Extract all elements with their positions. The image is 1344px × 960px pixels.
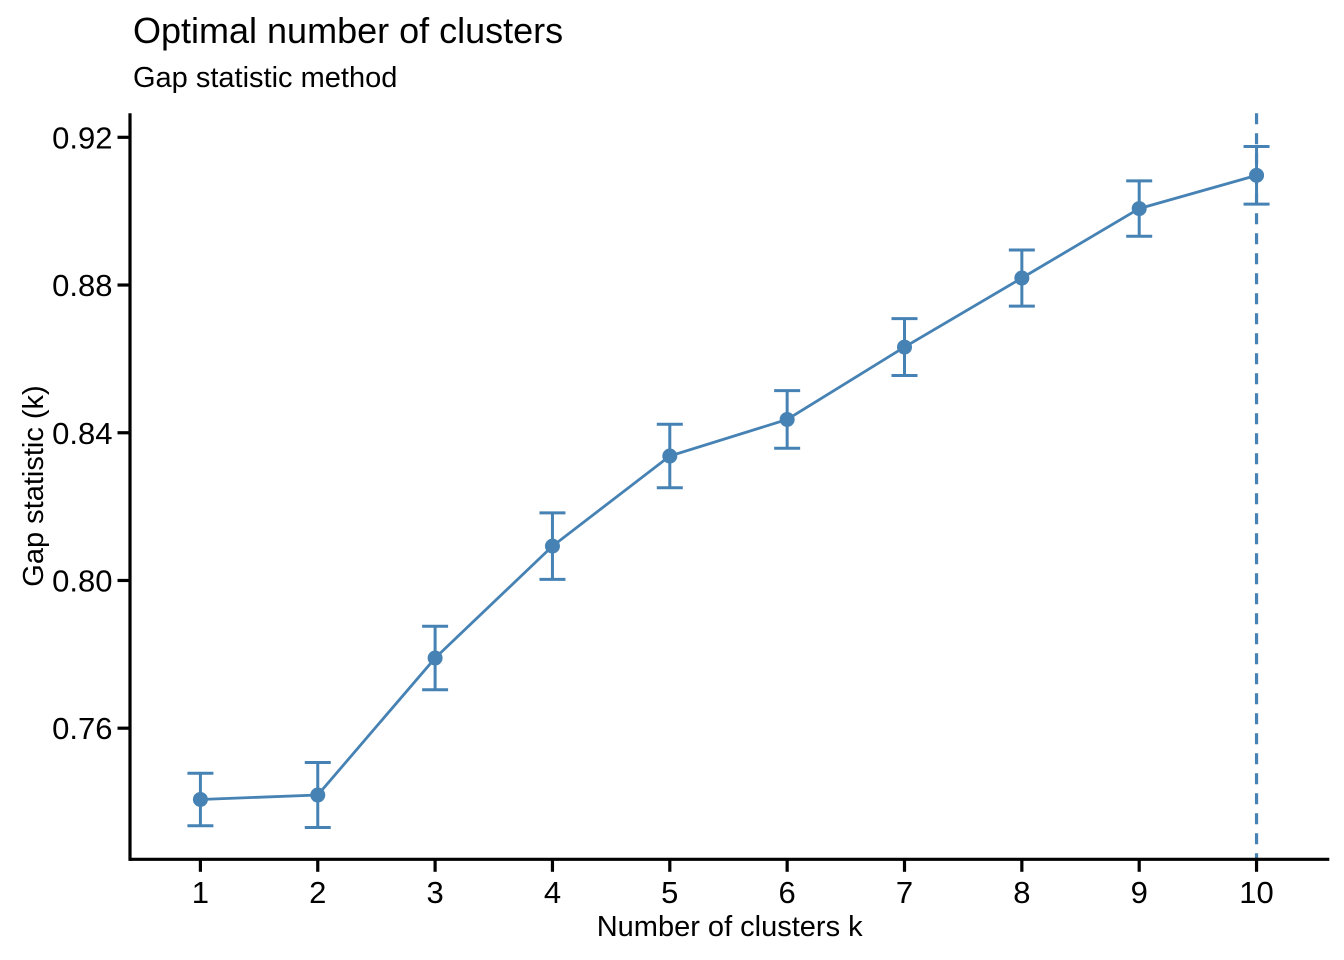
x-axis-title: Number of clusters k (597, 911, 863, 943)
data-point (1249, 167, 1265, 183)
x-tick-label: 7 (896, 875, 913, 910)
y-tick-label: 0.80 (52, 563, 112, 598)
data-point (544, 538, 560, 554)
y-tick-label: 0.92 (52, 120, 112, 155)
x-tick-label: 6 (779, 875, 796, 910)
x-tick-label: 5 (661, 875, 678, 910)
x-tick-label: 9 (1131, 875, 1148, 910)
y-tick-label: 0.76 (52, 711, 112, 746)
data-point (1014, 270, 1030, 286)
x-tick-label: 3 (426, 875, 443, 910)
data-point (192, 791, 208, 807)
y-axis-title: Gap statistic (k) (18, 385, 50, 586)
chart-subtitle: Gap statistic method (133, 62, 397, 94)
y-tick-label: 0.88 (52, 268, 112, 303)
x-tick-label: 2 (309, 875, 326, 910)
data-point (310, 787, 326, 803)
plot-area: 0.76 0.80 0.84 0.88 0.92 1 2 3 4 5 6 7 8 9 10 (52, 113, 1330, 910)
data-point (896, 339, 912, 355)
chart-title: Optimal number of clusters (133, 10, 563, 51)
x-tick-label: 8 (1013, 875, 1030, 910)
x-tick-label: 4 (544, 875, 561, 910)
data-point (427, 650, 443, 666)
x-tick-label: 10 (1239, 875, 1273, 910)
data-point (1131, 201, 1147, 217)
y-tick-label: 0.84 (52, 416, 112, 451)
data-point (662, 448, 678, 464)
data-point (779, 411, 795, 427)
x-tick-label: 1 (192, 875, 209, 910)
series-line (200, 173, 1257, 801)
